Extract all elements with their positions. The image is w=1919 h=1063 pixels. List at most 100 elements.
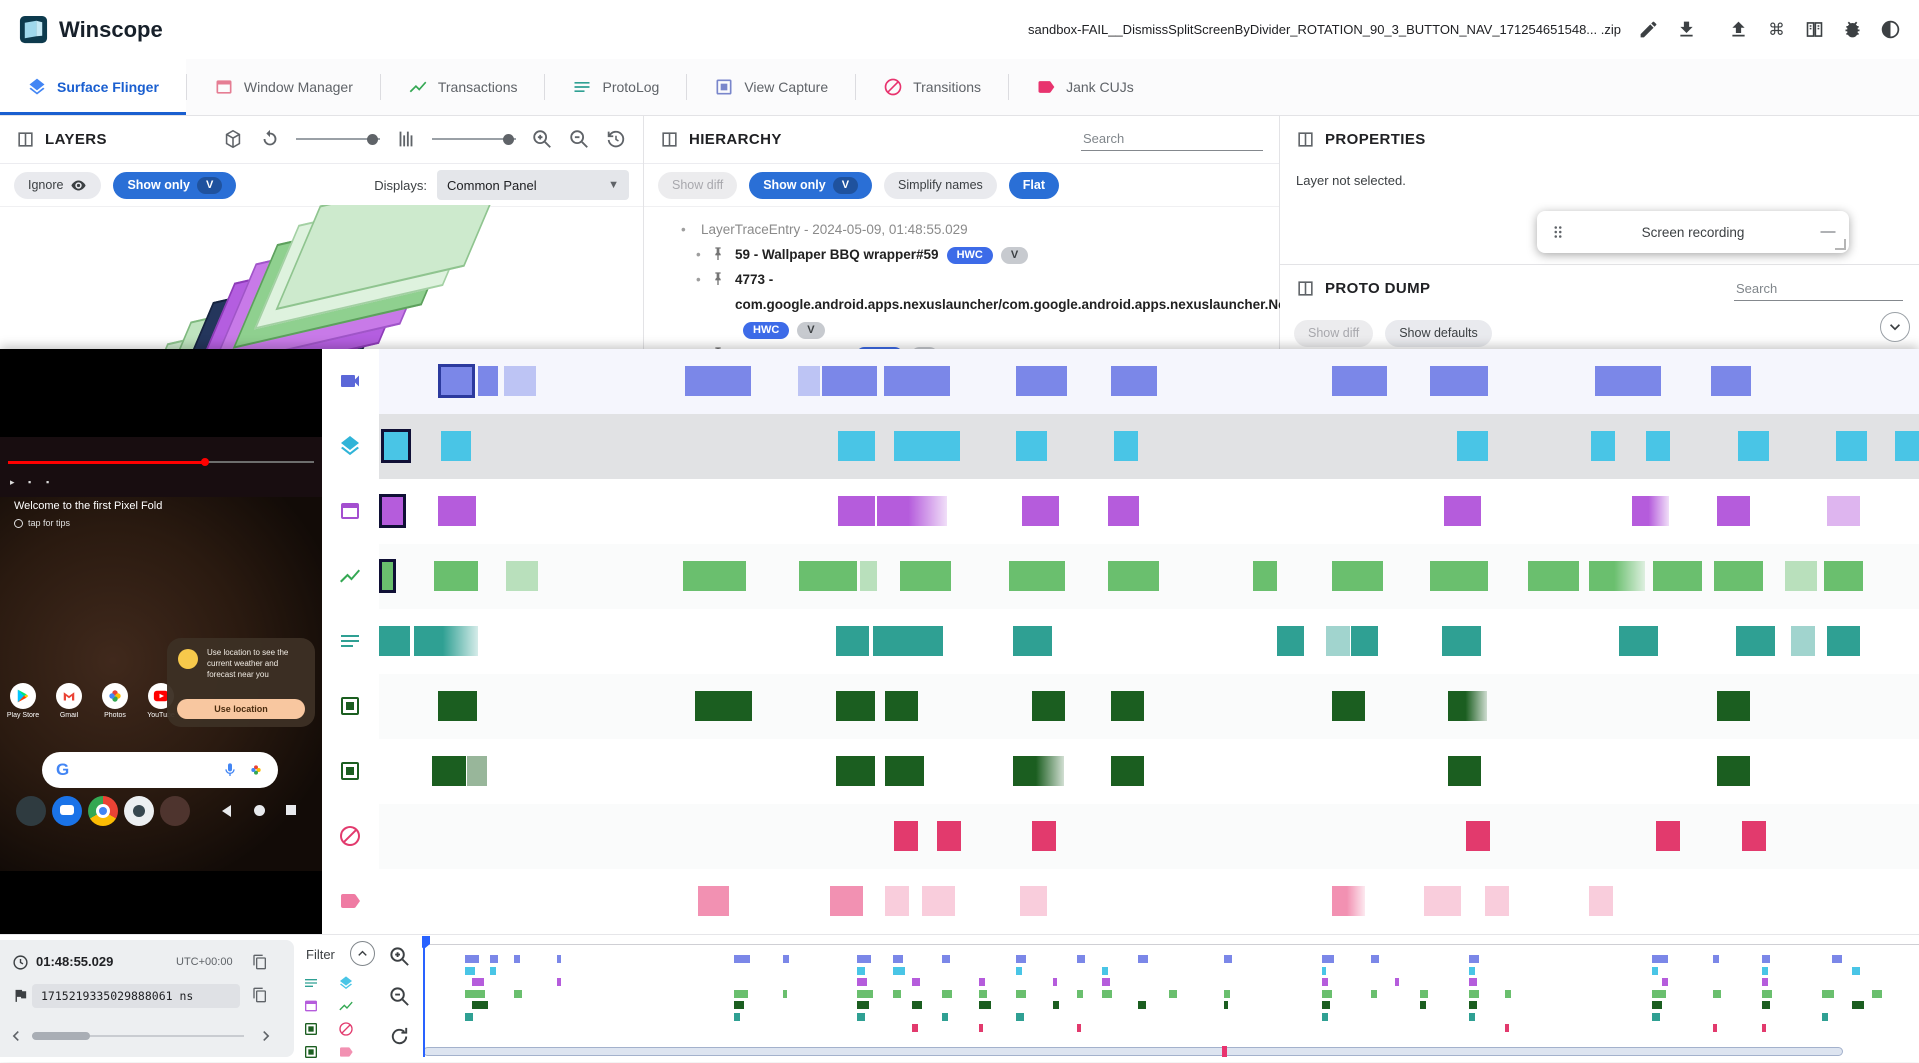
tab-jank-cujs[interactable]: Jank CUJs — [1009, 59, 1161, 115]
trace-entry[interactable] — [432, 756, 466, 786]
trace-entry[interactable] — [836, 691, 875, 721]
filter-layers-icon[interactable] — [338, 975, 354, 991]
screen-recording-trace-icon[interactable] — [338, 369, 362, 393]
trace-entry[interactable] — [1632, 496, 1669, 526]
download-traces-button[interactable] — [1667, 11, 1705, 49]
trace-entry[interactable] — [1032, 691, 1065, 721]
trace-entry[interactable] — [1711, 366, 1751, 396]
google-search-bar[interactable]: G — [42, 752, 278, 788]
trace-entry[interactable] — [1457, 431, 1488, 461]
screen-recording-window-titlebar[interactable]: Screen recording — — [1537, 211, 1849, 253]
timeline-row-view-capture-taskbar[interactable] — [379, 674, 1919, 739]
trace-entry[interactable] — [381, 429, 411, 463]
trace-entry[interactable] — [1032, 821, 1056, 851]
trace-entry[interactable] — [467, 756, 487, 786]
trace-entry[interactable] — [1485, 886, 1509, 916]
trace-entry[interactable] — [1332, 691, 1365, 721]
copy-time-button[interactable] — [252, 953, 270, 971]
trace-entry[interactable] — [799, 561, 857, 591]
transitions-trace-icon[interactable] — [338, 824, 362, 848]
trace-entry[interactable] — [379, 494, 406, 528]
trace-entry[interactable] — [1277, 626, 1304, 656]
rotation-icon[interactable] — [259, 128, 281, 150]
trace-entry[interactable] — [379, 559, 396, 593]
trace-entry[interactable] — [1717, 496, 1750, 526]
trace-entry[interactable] — [504, 366, 536, 396]
trace-entry[interactable] — [1714, 561, 1763, 591]
trace-entry[interactable] — [1653, 561, 1702, 591]
tab-view-capture[interactable]: View Capture — [687, 59, 855, 115]
zoom-in-icon[interactable] — [531, 128, 553, 150]
trace-entry[interactable] — [1351, 626, 1378, 656]
timeline-row-surface-flinger[interactable] — [379, 414, 1919, 479]
trace-entry[interactable] — [1430, 366, 1488, 396]
jank-cujs-trace-icon[interactable] — [338, 889, 362, 913]
hierarchy-node[interactable]: • 4773 - com.google.android.apps.nexuslau… — [644, 267, 1456, 342]
hierarchy-show-diff-button[interactable]: Show diff — [658, 171, 738, 199]
trace-entry[interactable] — [1013, 756, 1064, 786]
lens-icon[interactable] — [248, 762, 264, 778]
trace-entry[interactable] — [1591, 431, 1615, 461]
trace-entry[interactable] — [441, 431, 471, 461]
trace-entry[interactable] — [1742, 821, 1766, 851]
trace-entry[interactable] — [1717, 691, 1750, 721]
app-photos[interactable]: Photos — [96, 683, 134, 719]
minimize-recording-button[interactable]: — — [1820, 223, 1836, 240]
trace-entry[interactable] — [1448, 756, 1481, 786]
expand-timeline-button[interactable] — [1880, 312, 1910, 342]
trace-entry[interactable] — [900, 561, 951, 591]
trace-entry[interactable] — [838, 431, 875, 461]
filter-notes-icon[interactable] — [303, 975, 319, 991]
trace-entry[interactable] — [836, 756, 875, 786]
trace-entry[interactable] — [1646, 431, 1670, 461]
trace-entry[interactable] — [894, 431, 960, 461]
trace-entry[interactable] — [1013, 626, 1052, 656]
trace-entry[interactable] — [1736, 626, 1775, 656]
filter-collapse-button[interactable] — [350, 941, 375, 966]
tab-surface-flinger[interactable]: Surface Flinger — [0, 59, 186, 115]
trace-entry[interactable] — [1656, 821, 1680, 851]
trace-entry[interactable] — [836, 626, 869, 656]
trace-entry[interactable] — [506, 561, 538, 591]
hierarchy-node[interactable]: • 59 - Wallpaper BBQ wrapper#59 HWC V — [644, 242, 1279, 267]
filter-select-icon[interactable] — [303, 1021, 319, 1037]
trace-entry[interactable] — [1827, 626, 1860, 656]
filter-select-icon[interactable] — [303, 1044, 319, 1060]
tab-transactions[interactable]: Transactions — [381, 59, 545, 115]
3d-view-icon[interactable] — [222, 128, 244, 150]
trace-entry[interactable] — [1016, 431, 1047, 461]
minimap-zoom-slider[interactable] — [423, 1047, 1843, 1056]
trace-entry[interactable] — [1836, 431, 1867, 461]
timeline-zoom-out-button[interactable] — [388, 983, 414, 1009]
proto-show-diff-button[interactable]: Show diff — [1294, 319, 1374, 347]
spacing-slider[interactable] — [432, 133, 516, 145]
trace-entry[interactable] — [937, 821, 961, 851]
filter-block-icon[interactable] — [338, 1021, 354, 1037]
trace-entry[interactable] — [1424, 886, 1461, 916]
trace-entry[interactable] — [1619, 626, 1658, 656]
view-capture-taskbar-trace-icon[interactable] — [338, 694, 362, 718]
trace-entry[interactable] — [695, 691, 752, 721]
trace-entry[interactable] — [438, 496, 476, 526]
trace-entry[interactable] — [1108, 496, 1139, 526]
use-location-button[interactable]: Use location — [177, 699, 305, 719]
trace-entry[interactable] — [885, 886, 909, 916]
trace-entry[interactable] — [1332, 886, 1365, 916]
trace-entry[interactable] — [1253, 561, 1277, 591]
documentation-button[interactable] — [1795, 11, 1833, 49]
trace-entry[interactable] — [1111, 756, 1144, 786]
trace-entry[interactable] — [1895, 431, 1919, 461]
trace-entry[interactable] — [1332, 561, 1383, 591]
trace-entry[interactable] — [1111, 366, 1157, 396]
app-play-store[interactable]: Play Store — [4, 683, 42, 719]
trace-entry[interactable] — [885, 691, 918, 721]
trace-entry[interactable] — [438, 364, 475, 398]
transactions-trace-icon[interactable] — [338, 564, 362, 588]
filter-tag-icon[interactable] — [338, 1044, 354, 1060]
trace-entry[interactable] — [884, 366, 950, 396]
trace-entry[interactable] — [1108, 561, 1159, 591]
trace-entry[interactable] — [1785, 561, 1817, 591]
app-gmail[interactable]: Gmail — [50, 683, 88, 719]
layers-3d-view[interactable] — [0, 205, 643, 349]
timeline-row-transitions[interactable] — [379, 804, 1919, 869]
